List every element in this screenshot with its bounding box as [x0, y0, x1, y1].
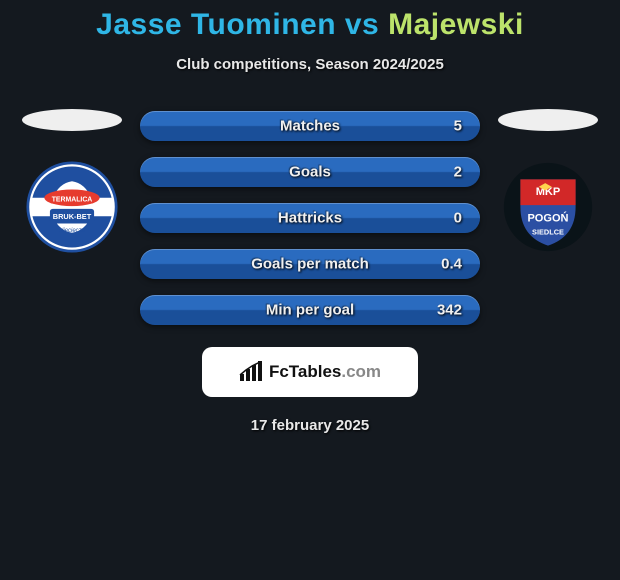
right-ellipse: [498, 109, 598, 131]
stat-value: 0: [454, 210, 462, 227]
fctables-logo: FcTables.com: [202, 347, 418, 397]
title-player-right: Majewski: [388, 8, 524, 41]
stat-label: Min per goal: [266, 302, 354, 319]
badge-right-text-bot: SIEDLCE: [532, 228, 564, 237]
stat-value: 342: [437, 302, 462, 319]
stat-bar: Hattricks 0: [140, 203, 480, 233]
title-player-left: Jasse Tuominen: [96, 8, 336, 41]
stat-label: Goals per match: [251, 256, 369, 273]
stat-value: 5: [454, 118, 462, 135]
right-column: MKP POGOŃ SIEDLCE: [498, 109, 598, 253]
bars-icon: [239, 361, 265, 383]
stat-bar: Min per goal 342: [140, 295, 480, 325]
pogon-badge-icon: MKP POGOŃ SIEDLCE: [502, 161, 594, 253]
stat-value: 0.4: [441, 256, 462, 273]
infographic-root: Jasse Tuominen vs Majewski Club competit…: [0, 0, 620, 434]
badge-left-text-bot: Nieciecza: [59, 228, 86, 234]
badge-left-text-top: TERMALICA: [52, 196, 93, 203]
stat-bar: Matches 5: [140, 111, 480, 141]
subtitle: Club competitions, Season 2024/2025: [0, 56, 620, 73]
stat-bars: Matches 5 Goals 2 Hattricks 0 Goals per match 0…: [140, 109, 480, 325]
stat-label: Goals: [289, 164, 331, 181]
left-ellipse: [22, 109, 122, 131]
main-row: TERMALICA BRUK-BET Nieciecza Matches 5 Goa…: [0, 109, 620, 325]
left-club-badge: TERMALICA BRUK-BET Nieciecza: [26, 161, 118, 253]
stat-label: Matches: [280, 118, 340, 135]
right-club-badge: MKP POGOŃ SIEDLCE: [502, 161, 594, 253]
stat-bar: Goals per match 0.4: [140, 249, 480, 279]
badge-left-text-mid: BRUK-BET: [53, 212, 92, 221]
page-title: Jasse Tuominen vs Majewski: [0, 8, 620, 42]
stat-label: Hattricks: [278, 210, 342, 227]
left-column: TERMALICA BRUK-BET Nieciecza: [22, 109, 122, 253]
date-text: 17 february 2025: [0, 417, 620, 434]
stat-value: 2: [454, 164, 462, 181]
title-vs: vs: [345, 8, 388, 41]
logo-text: FcTables.com: [269, 362, 381, 382]
badge-right-text-mid: POGOŃ: [527, 212, 568, 225]
stat-bar: Goals 2: [140, 157, 480, 187]
termalica-badge-icon: TERMALICA BRUK-BET Nieciecza: [26, 161, 118, 253]
